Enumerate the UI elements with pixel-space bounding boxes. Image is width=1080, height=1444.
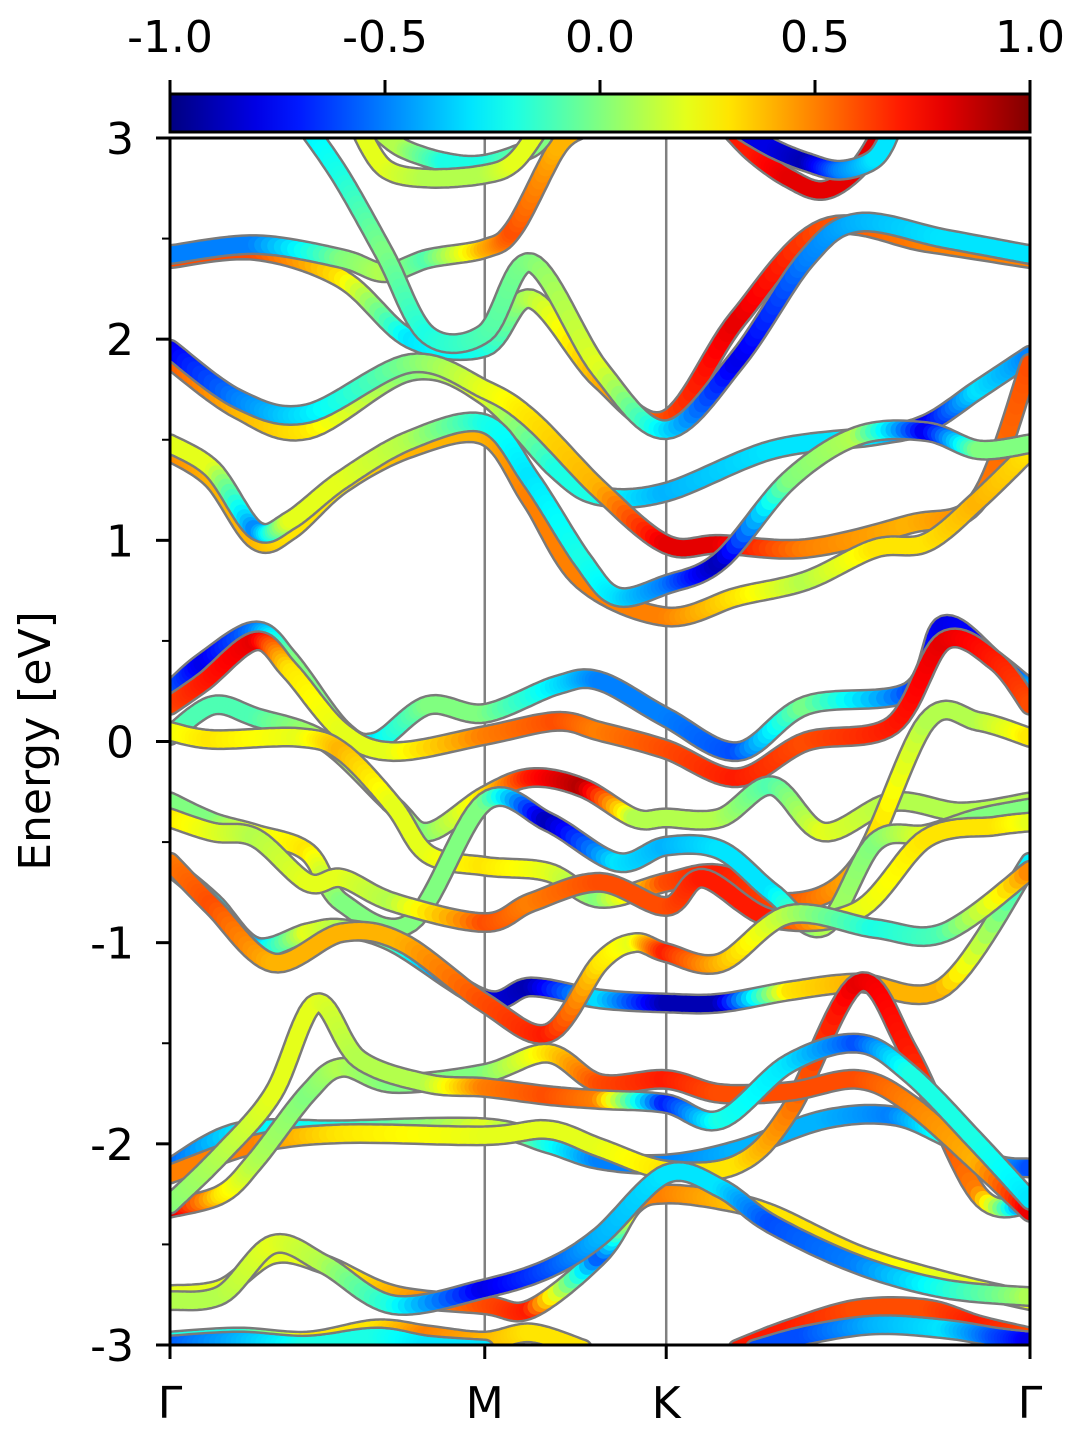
band-segment bbox=[383, 134, 385, 136]
x-tick-label: Γ bbox=[1018, 1378, 1043, 1429]
y-tick-label: 0 bbox=[106, 718, 134, 769]
y-tick-label: -3 bbox=[90, 1321, 134, 1372]
band-segment bbox=[755, 1348, 757, 1349]
band-segment bbox=[747, 134, 750, 136]
colorbar-tick-label: 1.0 bbox=[995, 12, 1065, 63]
band-segment bbox=[544, 134, 545, 136]
band-segment bbox=[759, 1347, 762, 1348]
y-tick-label: -2 bbox=[90, 1120, 134, 1171]
y-axis-label: Energy [eV] bbox=[10, 611, 61, 871]
colorbar-tick-label: -1.0 bbox=[127, 12, 213, 63]
x-tick-label: Γ bbox=[158, 1378, 183, 1429]
band-segment bbox=[738, 1348, 740, 1349]
band-segment bbox=[578, 1347, 581, 1348]
x-tick-label: M bbox=[466, 1378, 504, 1429]
colorbar-tick-label: 0.5 bbox=[780, 12, 850, 63]
colorbar-gradient bbox=[170, 94, 1030, 132]
band-26 bbox=[170, 1337, 485, 1349]
band-segment bbox=[734, 134, 736, 136]
band-segment bbox=[757, 1348, 759, 1349]
y-tick-label: 2 bbox=[106, 315, 134, 366]
colorbar-tick-label: 0.0 bbox=[565, 12, 635, 63]
band-segment bbox=[581, 1348, 583, 1349]
band-segment bbox=[534, 133, 536, 136]
band-segment bbox=[740, 1347, 742, 1348]
y-tick-label: 3 bbox=[106, 114, 134, 165]
y-tick-label: -1 bbox=[90, 919, 134, 970]
colorbar-tick-label: -0.5 bbox=[342, 12, 428, 63]
band-segment bbox=[569, 134, 571, 135]
colorbar: -1.0 -0.5 0.0 0.5 1.0 bbox=[127, 12, 1065, 132]
x-tick-label: K bbox=[652, 1378, 682, 1429]
y-tick-label: 1 bbox=[106, 516, 134, 567]
plot-area: -3 -2 -1 0 1 2 3 Γ M K Γ bbox=[90, 114, 1043, 1429]
